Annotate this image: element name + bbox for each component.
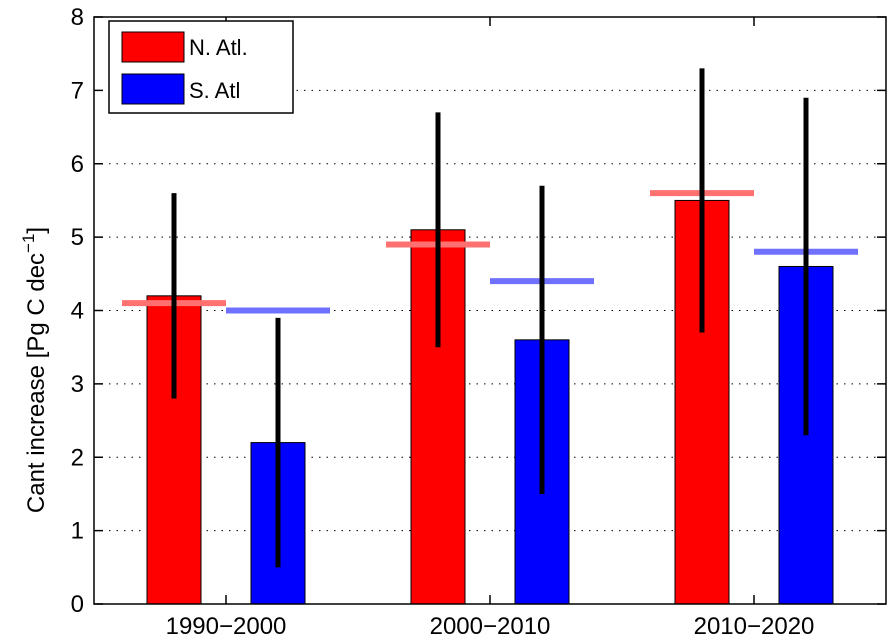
y-tick-label: 0 <box>71 591 84 618</box>
y-tick-labels: 0 1 2 3 4 5 6 7 8 <box>71 4 84 618</box>
y-tick-label: 8 <box>71 4 84 31</box>
x-tick-label: 1990−2000 <box>166 613 287 640</box>
y-axis-label: Cant increase [Pg C dec−1] <box>19 227 50 513</box>
grid-lines <box>94 89 886 532</box>
y-tick-label: 4 <box>71 298 84 325</box>
y-tick-label: 1 <box>71 518 84 545</box>
x-tick-labels: 1990−2000 2000−2010 2010−2020 <box>166 613 815 640</box>
y-tick-label: 5 <box>71 224 84 251</box>
error-bars <box>171 68 809 568</box>
y-tick-label: 7 <box>71 77 84 104</box>
legend-label-s-atl: S. Atl <box>189 78 240 103</box>
bars <box>146 199 834 605</box>
legend-label-n-atl: N. Atl. <box>189 35 248 60</box>
y-tick-label: 2 <box>71 444 84 471</box>
x-tick-label: 2010−2020 <box>694 613 815 640</box>
y-tick-label: 3 <box>71 371 84 398</box>
reference-lines <box>122 190 858 314</box>
legend: N. Atl. S. Atl <box>108 20 294 114</box>
legend-swatch-s-atl <box>121 73 185 105</box>
x-tick-label: 2000−2010 <box>430 613 551 640</box>
legend-swatch-n-atl <box>121 31 185 63</box>
y-tick-label: 6 <box>71 151 84 178</box>
